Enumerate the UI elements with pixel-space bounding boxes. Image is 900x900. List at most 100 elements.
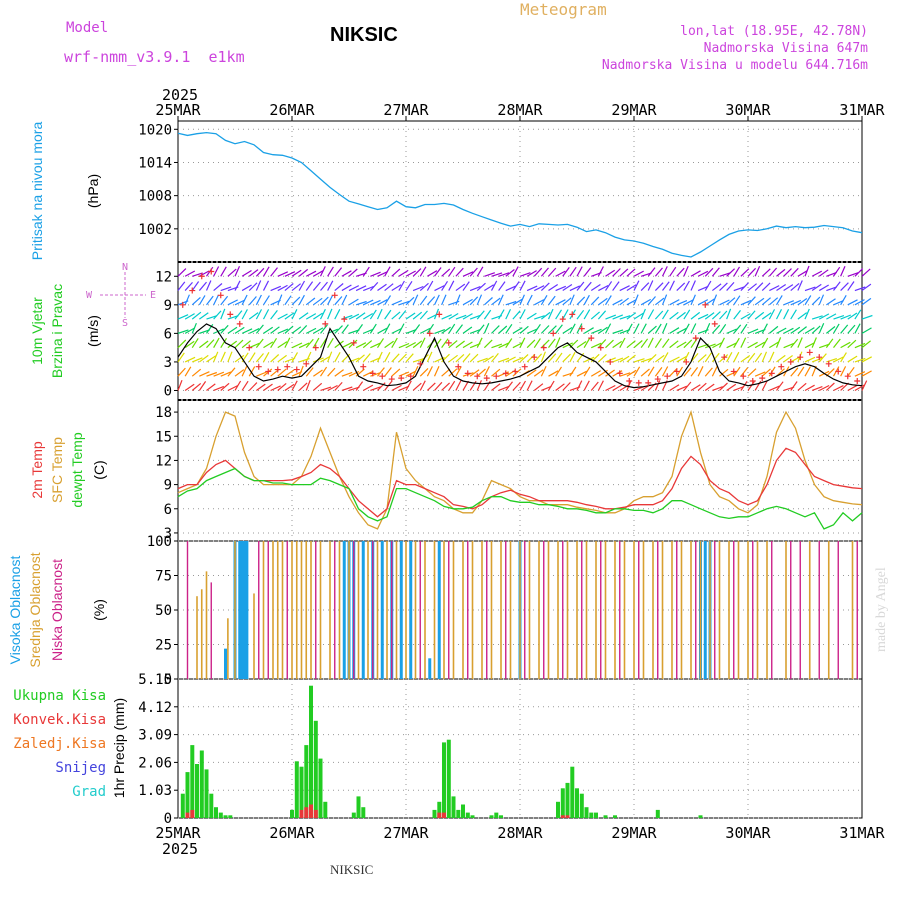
ytick-label: 75 [155, 569, 172, 585]
wind-arrow [448, 280, 455, 291]
wind-arrow [298, 382, 308, 391]
wind-arrow [747, 283, 757, 292]
wind-arrow [719, 299, 730, 306]
wind-arrow [498, 371, 509, 377]
wind-arrow [384, 367, 392, 377]
wind-arrow [469, 267, 478, 277]
wind-arrow [512, 342, 523, 349]
wind-gust-marker [407, 373, 414, 380]
wind-arrow [184, 281, 193, 291]
wind-arrow [362, 299, 374, 306]
wind-arrow [669, 280, 675, 291]
wind-arrow [619, 337, 626, 348]
wind-arrow [647, 366, 655, 377]
wind-arrow [355, 354, 365, 363]
wind-arrow [491, 383, 501, 391]
wind-arrow [569, 285, 581, 292]
compass-n-label: N [122, 262, 128, 273]
wind-arrow [426, 296, 436, 306]
wind-arrow [469, 296, 479, 306]
wind-arrow [719, 282, 728, 291]
wind-arrow [633, 294, 639, 306]
total-precip-bar [579, 793, 584, 818]
wind-arrow [583, 294, 590, 306]
wind-arrow [626, 323, 633, 334]
wind-arrow [199, 270, 210, 277]
wind-arrow [548, 325, 557, 334]
conv-precip-bar [309, 804, 313, 818]
wind-arrow [455, 283, 466, 292]
pressure-ylabel: Pritisak na nivou mora [29, 122, 45, 261]
wind-arrow [761, 282, 771, 291]
wind-arrow [697, 285, 709, 292]
wind-arrow [754, 265, 761, 277]
wind-arrow [790, 267, 799, 277]
elevation-label: Nadmorska Visina 647m [703, 41, 868, 56]
wind-arrow [669, 356, 680, 363]
wind-arrow [220, 337, 228, 348]
total-precip-bar [565, 782, 570, 818]
wind-arrow [726, 308, 732, 320]
wind-arrow [412, 324, 421, 334]
wind-arrow [262, 280, 270, 291]
total-precip-bar [613, 815, 617, 818]
wind-arrow [733, 266, 741, 277]
wind-arrow [826, 326, 836, 334]
wind-arrow [462, 380, 470, 391]
wind-arrow [647, 267, 656, 277]
wind-arrow [355, 312, 366, 320]
wind-arrow [469, 353, 479, 363]
time-tick-label-top: 25MAR [155, 101, 201, 119]
wind-arrow [505, 381, 513, 391]
wind-arrow [206, 339, 215, 349]
wind-arrow [377, 271, 388, 277]
wind-arrow [555, 285, 567, 292]
wind-arrow [505, 338, 513, 348]
wind-arrow [676, 341, 687, 349]
wind-gust-marker [531, 354, 538, 361]
time-tick-label-bottom: 26MAR [269, 824, 315, 842]
wind-arrow [355, 285, 367, 292]
wind-arrow [683, 323, 690, 334]
wind-arrow [747, 352, 756, 363]
wind-arrow [768, 297, 779, 306]
wind-arrow [391, 337, 398, 348]
wind-arrow [369, 281, 379, 291]
wind-arrow [540, 282, 550, 291]
wind-arrow [647, 309, 655, 320]
temp2m-ylabel: 2m Temp [29, 441, 45, 499]
wind-arrow [754, 380, 762, 391]
total-precip-bar [299, 766, 304, 818]
total-precip-bar [589, 812, 594, 818]
wind-arrow [498, 342, 509, 349]
wind-arrow [654, 267, 663, 277]
wind-arrow [370, 342, 381, 349]
time-tick-label-bottom: 31MAR [839, 824, 885, 842]
wind-arrow [398, 342, 410, 349]
wind-arrow [376, 338, 385, 348]
wind-arrow [434, 381, 443, 391]
wind-arrow [191, 322, 197, 334]
wind-arrow [327, 294, 334, 306]
wind-arrow [319, 266, 326, 277]
wind-arrow [569, 323, 576, 334]
wind-arrow [533, 369, 544, 377]
wind-arrow [384, 340, 394, 349]
wind-arrow [327, 280, 334, 291]
wind-arrow [804, 356, 816, 363]
total-precip-bar [209, 793, 214, 818]
wind-arrow [569, 366, 577, 377]
wind-arrow [313, 297, 323, 306]
wind-gust-marker [740, 373, 747, 380]
wind-arrow [434, 267, 442, 277]
wind-arrow [334, 369, 344, 377]
wind-arrow [234, 354, 245, 363]
wind-arrow [704, 280, 712, 291]
wind-arrow [469, 369, 480, 377]
low-cloud-ylabel: Niska Oblacnost [49, 559, 65, 661]
wind-arrow [683, 299, 694, 306]
wind-arrow [747, 368, 757, 377]
wind-arrow [249, 342, 260, 349]
time-tick-label-top: 28MAR [497, 101, 543, 119]
wind-arrow [313, 327, 324, 334]
